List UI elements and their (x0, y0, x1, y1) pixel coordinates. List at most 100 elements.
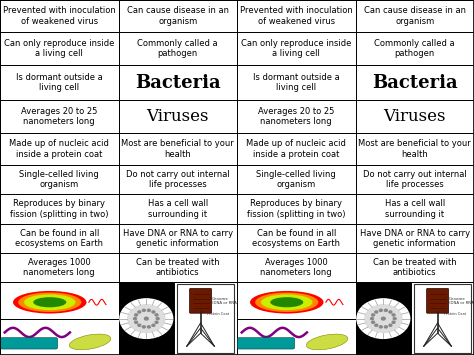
Circle shape (375, 311, 378, 313)
Circle shape (357, 299, 410, 338)
Circle shape (147, 309, 150, 311)
Bar (0, 32, 118, 65)
Text: Averages 20 to 25
nanometers long: Averages 20 to 25 nanometers long (21, 107, 98, 126)
Bar (0, 282, 118, 318)
Bar (118, 282, 174, 355)
Text: Viruses: Viruses (383, 108, 446, 125)
Ellipse shape (13, 291, 86, 313)
FancyBboxPatch shape (190, 289, 211, 313)
Ellipse shape (270, 297, 303, 307)
Bar (0, 194, 118, 224)
Circle shape (147, 326, 150, 328)
Bar (237, 194, 356, 224)
Text: Protein Coat: Protein Coat (207, 312, 229, 316)
Bar (237, 65, 356, 100)
Bar (356, 282, 411, 355)
Bar (177, 284, 234, 353)
Ellipse shape (261, 294, 312, 310)
Text: Prevented with inoculation
of weakened virus: Prevented with inoculation of weakened v… (3, 6, 116, 26)
Bar (118, 253, 237, 282)
Circle shape (135, 314, 137, 316)
Circle shape (379, 326, 382, 328)
Bar (0, 224, 118, 253)
Text: Do not carry out internal
life processes: Do not carry out internal life processes (126, 170, 229, 189)
Bar (237, 0, 356, 32)
Circle shape (156, 317, 159, 320)
Text: Single-celled living
organism: Single-celled living organism (19, 170, 99, 189)
Text: Has a cell wall
surrounding it: Has a cell wall surrounding it (384, 199, 445, 219)
Circle shape (142, 326, 145, 328)
Bar (356, 224, 474, 253)
Text: Averages 1000
nanometers long: Averages 1000 nanometers long (23, 258, 95, 277)
Text: Can only reproduce inside
a living cell: Can only reproduce inside a living cell (4, 39, 114, 58)
Ellipse shape (306, 334, 348, 350)
Text: Prevented with inoculation
of weakened virus: Prevented with inoculation of weakened v… (240, 6, 353, 26)
Text: Commonly called a
pathogen: Commonly called a pathogen (374, 39, 455, 58)
Bar (118, 165, 237, 194)
Text: Genome
(DNA or RNA): Genome (DNA or RNA) (448, 296, 474, 305)
Text: Most are beneficial to your
health: Most are beneficial to your health (121, 139, 234, 159)
Circle shape (155, 314, 158, 316)
Text: Can be found in all
ecosystems on Earth: Can be found in all ecosystems on Earth (252, 229, 340, 248)
Text: Made up of nucleic acid
inside a protein coat: Made up of nucleic acid inside a protein… (246, 139, 346, 159)
Ellipse shape (33, 297, 66, 307)
Circle shape (384, 309, 387, 311)
FancyBboxPatch shape (0, 338, 58, 349)
Bar (0, 253, 118, 282)
Bar (118, 194, 237, 224)
Bar (237, 133, 356, 165)
Circle shape (393, 317, 396, 320)
Bar (174, 282, 237, 355)
Bar (356, 100, 474, 133)
Bar (0, 318, 118, 355)
Circle shape (372, 314, 374, 316)
Bar (356, 32, 474, 65)
Circle shape (134, 317, 137, 320)
Circle shape (371, 317, 374, 320)
Bar (356, 65, 474, 100)
Bar (237, 282, 356, 318)
Ellipse shape (255, 293, 319, 312)
Text: Can be treated with
antibiotics: Can be treated with antibiotics (136, 258, 219, 277)
Bar (237, 224, 356, 253)
Text: Do not carry out internal
life processes: Do not carry out internal life processes (363, 170, 466, 189)
Circle shape (392, 321, 395, 323)
Bar (237, 253, 356, 282)
Circle shape (155, 321, 158, 323)
FancyBboxPatch shape (427, 289, 448, 313)
Circle shape (379, 309, 382, 311)
Text: Can be found in all
ecosystems on Earth: Can be found in all ecosystems on Earth (15, 229, 103, 248)
Text: Bacteria: Bacteria (135, 73, 220, 92)
Circle shape (392, 314, 395, 316)
Bar (0, 0, 118, 32)
Bar (118, 0, 237, 32)
Text: Has a cell wall
surrounding it: Has a cell wall surrounding it (147, 199, 208, 219)
Text: Reproduces by binary
fission (splitting in two): Reproduces by binary fission (splitting … (247, 199, 346, 219)
Text: Reproduces by binary
fission (splitting in two): Reproduces by binary fission (splitting … (10, 199, 109, 219)
Text: Averages 20 to 25
nanometers long: Averages 20 to 25 nanometers long (258, 107, 335, 126)
FancyBboxPatch shape (237, 338, 294, 349)
Text: Averages 1000
nanometers long: Averages 1000 nanometers long (260, 258, 332, 277)
Circle shape (389, 311, 392, 313)
Circle shape (128, 305, 165, 333)
Text: Is dormant outside a
living cell: Is dormant outside a living cell (16, 73, 103, 92)
Text: Genome
(DNA or RNA): Genome (DNA or RNA) (211, 296, 238, 305)
Circle shape (389, 324, 392, 326)
Circle shape (152, 311, 155, 313)
Bar (0, 100, 118, 133)
Ellipse shape (18, 293, 82, 312)
Text: Protein Coat: Protein Coat (444, 312, 466, 316)
Text: Commonly called a
pathogen: Commonly called a pathogen (137, 39, 218, 58)
Circle shape (372, 321, 374, 323)
Text: Can cause disease in an
organism: Can cause disease in an organism (127, 6, 229, 26)
Text: Is dormant outside a
living cell: Is dormant outside a living cell (253, 73, 340, 92)
Circle shape (145, 317, 148, 320)
Bar (356, 194, 474, 224)
Ellipse shape (250, 291, 323, 313)
Circle shape (384, 326, 387, 328)
Text: Have DNA or RNA to carry
genetic information: Have DNA or RNA to carry genetic informa… (123, 229, 233, 248)
Text: Made up of nucleic acid
inside a protein coat: Made up of nucleic acid inside a protein… (9, 139, 109, 159)
Circle shape (120, 299, 173, 338)
Bar (237, 100, 356, 133)
Text: Bacteria: Bacteria (372, 73, 457, 92)
